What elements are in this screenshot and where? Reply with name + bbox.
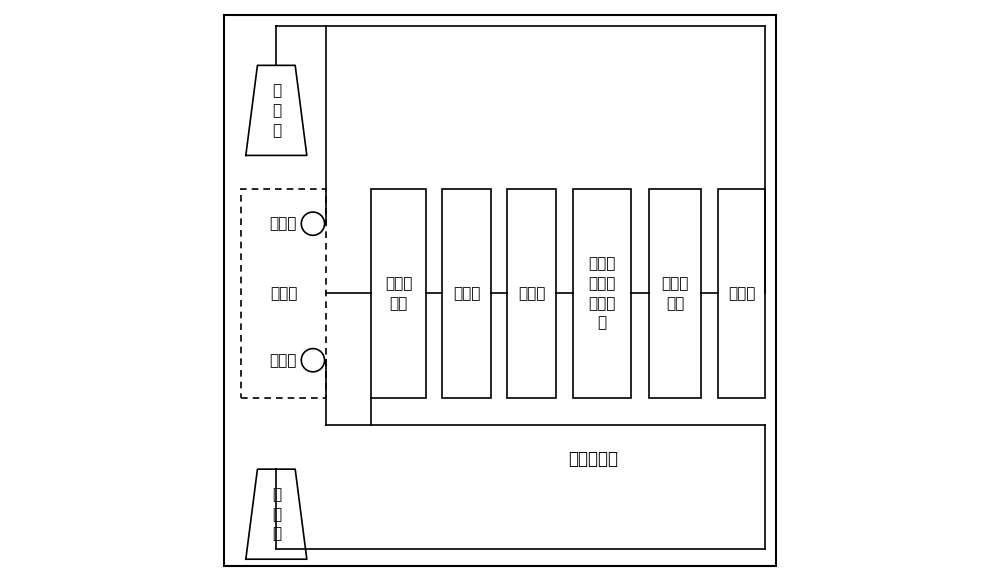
Text: 带声卡
和显示
器的主
机: 带声卡 和显示 器的主 机 [589,256,616,331]
Circle shape [301,212,325,235]
Bar [241,189,326,398]
Text: 端子板: 端子板 [453,286,480,301]
Text: 扬
声
器: 扬 声 器 [272,83,281,138]
Text: 扬
声
器: 扬 声 器 [272,487,281,541]
Text: 麦克风: 麦克风 [269,216,297,231]
Circle shape [301,349,325,372]
Text: 信号调
理器: 信号调 理器 [385,276,412,311]
Bar [649,189,701,398]
Bar [442,189,491,398]
Text: 麦克风: 麦克风 [269,353,297,368]
Text: 继电器: 继电器 [728,286,755,301]
Bar [507,189,556,398]
Text: 信号控制缆: 信号控制缆 [568,450,618,468]
Text: 燃烧室: 燃烧室 [270,286,297,301]
Bar [718,189,765,398]
Bar [573,189,631,398]
Text: 数采卡: 数采卡 [518,286,545,301]
Bar [371,189,426,398]
Text: 功率放
大器: 功率放 大器 [661,276,689,311]
